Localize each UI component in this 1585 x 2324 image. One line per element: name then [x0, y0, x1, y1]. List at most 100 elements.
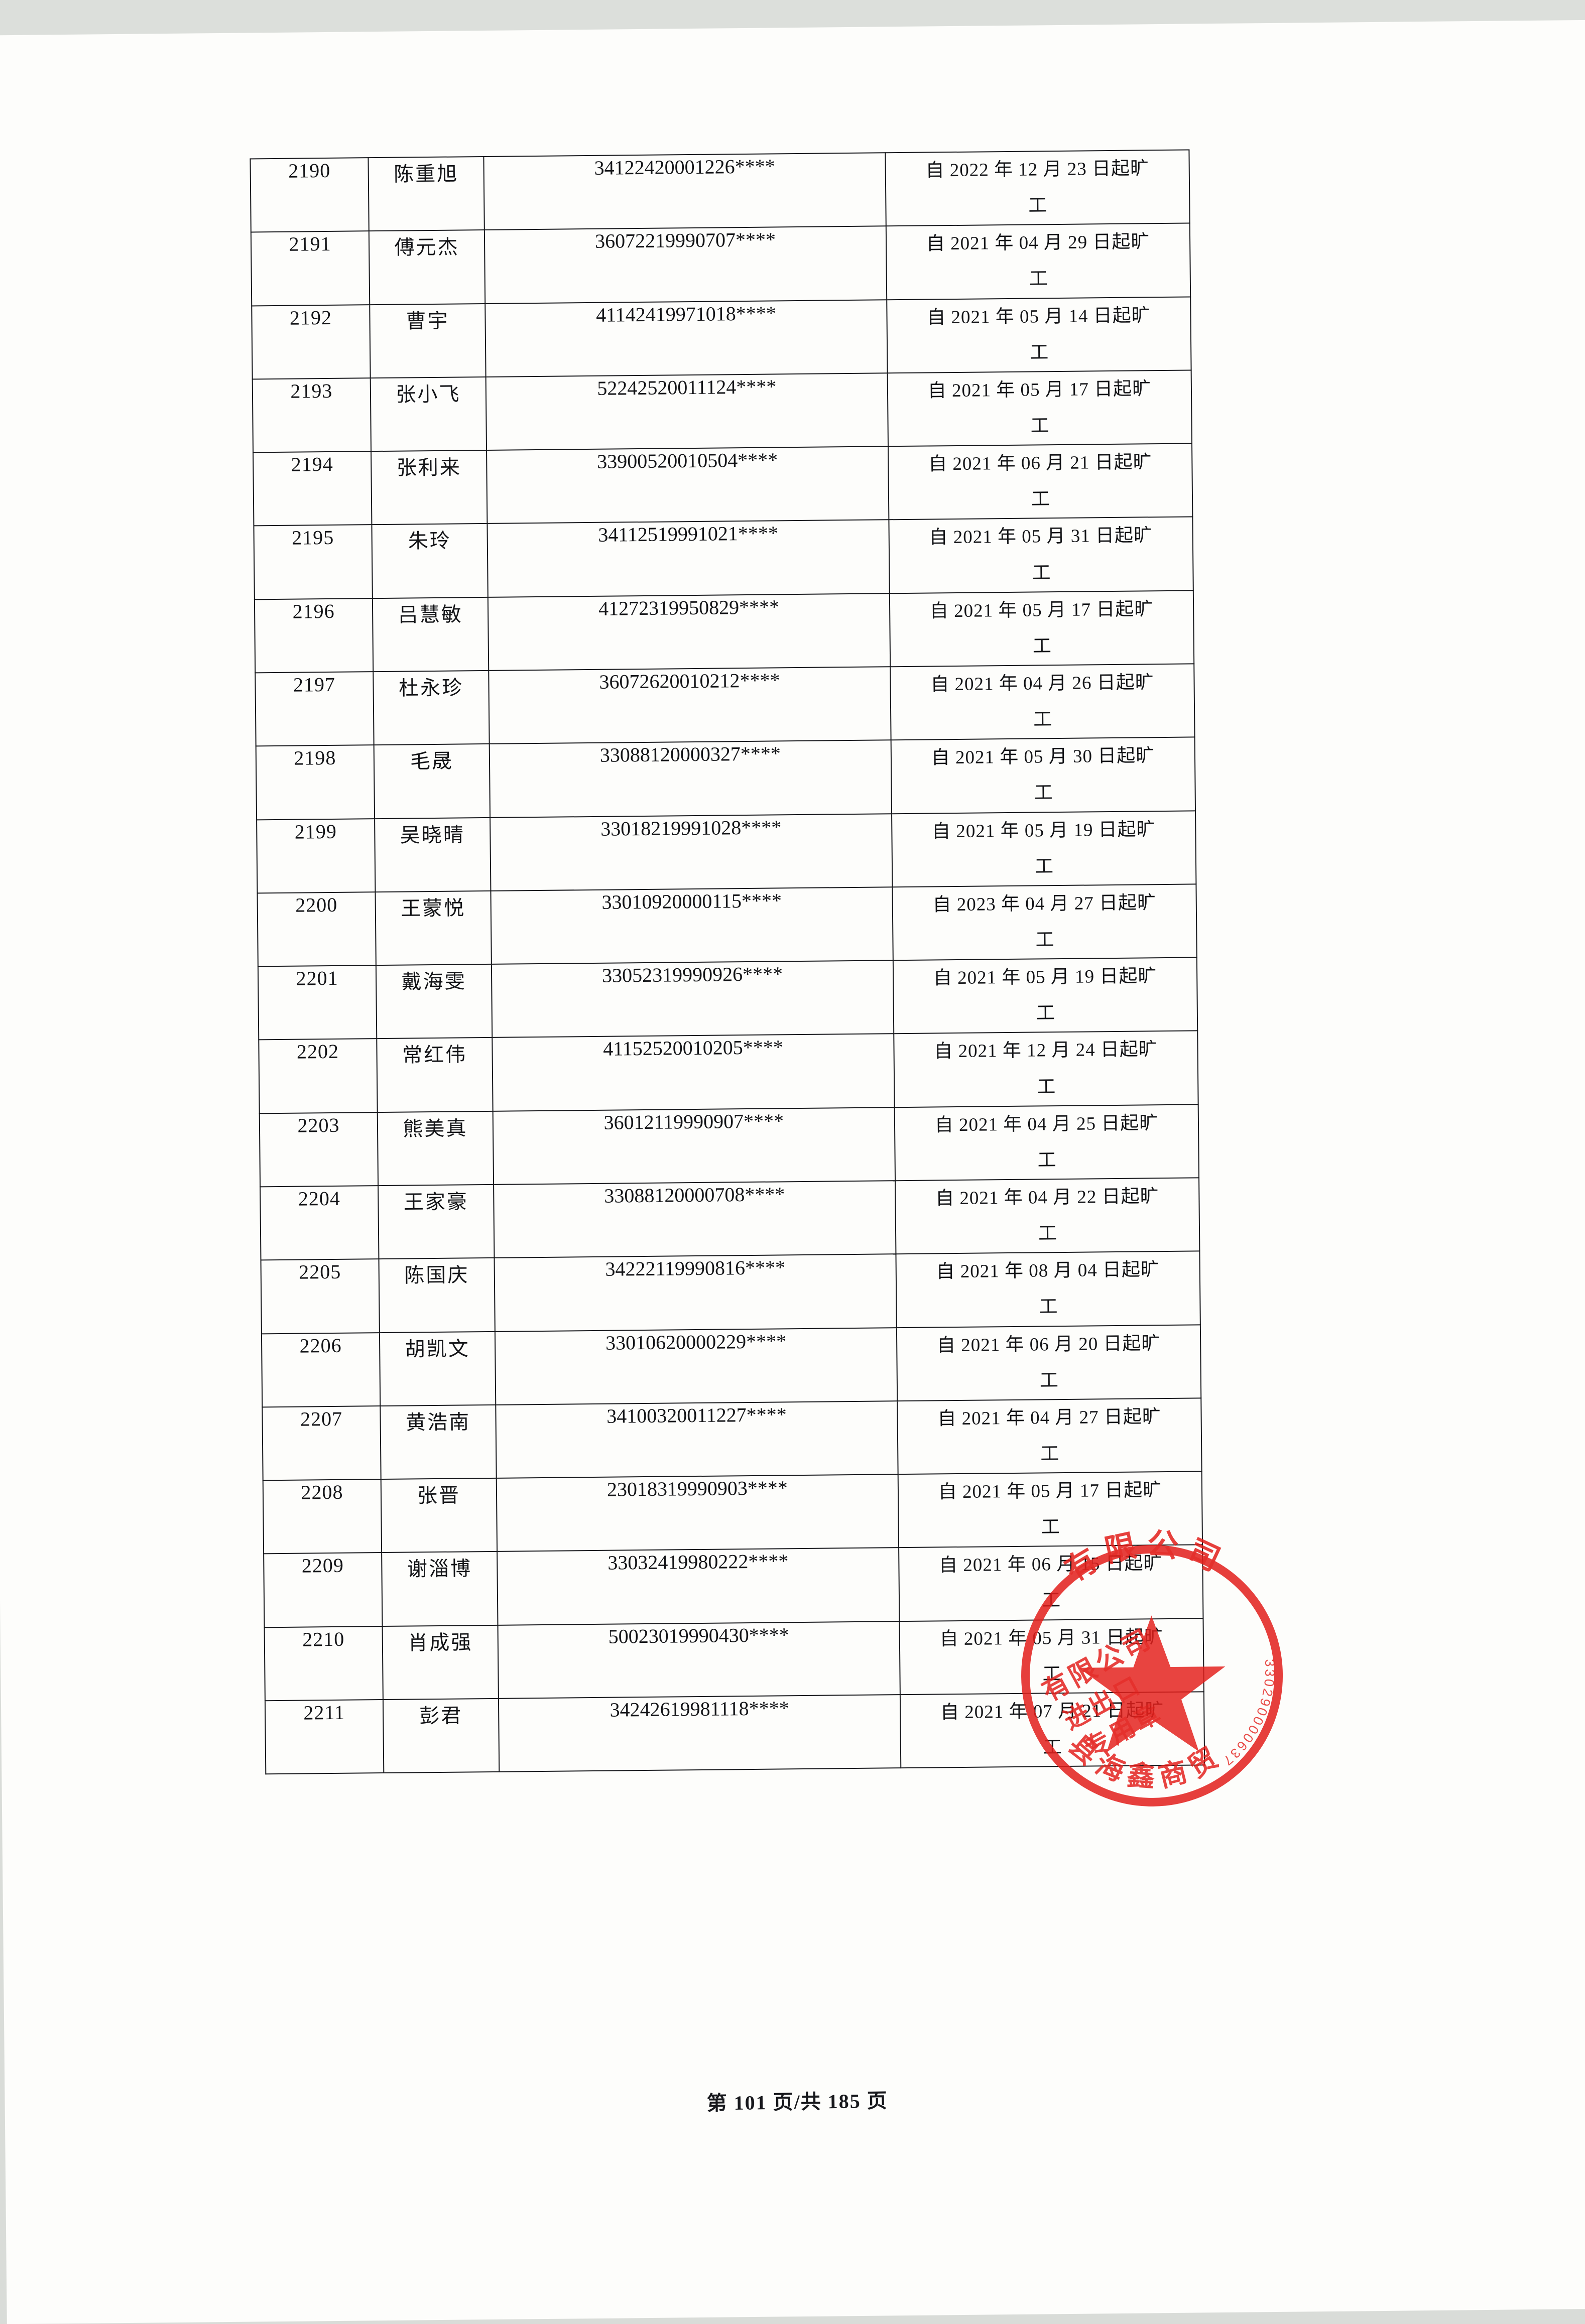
row-absence-date: 自 2021 年 05 月 17 日起旷工 [887, 370, 1192, 447]
absence-date-line1: 自 2021 年 05 月 17 日起旷 [927, 378, 1152, 402]
absence-date-line1: 自 2021 年 05 月 17 日起旷 [938, 1480, 1162, 1503]
absence-date-line2: 工 [1039, 1370, 1059, 1391]
row-sequence-number: 2191 [251, 231, 370, 306]
row-absence-date: 自 2021 年 05 月 17 日起旷工 [889, 590, 1194, 667]
row-sequence-number: 2194 [253, 451, 372, 526]
row-absence-date: 自 2021 年 07 月 21 日起旷工 [900, 1692, 1205, 1768]
row-id-number: 33010620000229**** [495, 1327, 898, 1405]
absence-date-line1: 自 2021 年 04 月 22 日起旷 [935, 1186, 1159, 1209]
row-sequence-number: 2190 [250, 158, 369, 232]
absence-date-line2: 工 [1033, 709, 1052, 730]
row-absence-date: 自 2021 年 05 月 31 日起旷工 [889, 517, 1193, 593]
row-id-number: 41152520010205**** [492, 1034, 895, 1111]
table-row: 2197 杜永珍 36072620010212**** 自 2021 年 04 月 2… [255, 664, 1195, 746]
row-absence-date: 自 2021 年 06 月 15 日起旷工 [899, 1544, 1203, 1621]
table-row: 2202 常红伟 41152520010205**** 自 2021 年 12 月 2… [259, 1030, 1198, 1114]
row-sequence-number: 2207 [262, 1405, 381, 1481]
row-id-number: 52242520011124**** [485, 373, 889, 451]
absence-date-line1: 自 2021 年 04 月 25 日起旷 [934, 1112, 1159, 1136]
roster-table: 2190 陈重旭 34122420001226**** 自 2022 年 12 月 2… [250, 149, 1205, 1774]
absence-date-line2: 工 [1041, 1517, 1060, 1538]
row-id-number: 33900520010504**** [486, 446, 889, 524]
row-absence-date: 自 2021 年 08 月 04 日起旷工 [896, 1251, 1200, 1328]
absence-date-line2: 工 [1035, 930, 1054, 951]
absence-date-line1: 自 2021 年 06 月 20 日起旷 [936, 1333, 1161, 1356]
absence-date-line1: 自 2021 年 05 月 30 日起旷 [931, 745, 1155, 768]
row-id-number: 34100320011227**** [496, 1400, 898, 1478]
row-person-name: 常红伟 [377, 1038, 493, 1112]
absence-date-line2: 工 [1029, 269, 1048, 290]
absence-date-line1: 自 2021 年 05 月 19 日起旷 [931, 819, 1156, 842]
table-row: 2195 朱玲 34112519991021**** 自 2021 年 05 月 31… [254, 517, 1193, 600]
row-sequence-number: 2197 [255, 672, 374, 746]
table-row: 2200 王蒙悦 33010920000115**** 自 2023 年 04 月 2… [257, 884, 1197, 967]
absence-date-line1: 自 2021 年 06 月 21 日起旷 [928, 452, 1152, 475]
row-id-number: 33088120000327**** [489, 740, 892, 818]
absence-date-line2: 工 [1028, 195, 1047, 216]
row-person-name: 王家豪 [378, 1184, 495, 1259]
absence-date-line2: 工 [1038, 1223, 1057, 1244]
row-sequence-number: 2201 [258, 965, 377, 1040]
row-absence-date: 自 2021 年 04 月 22 日起旷工 [895, 1178, 1200, 1254]
row-person-name: 张晋 [381, 1478, 498, 1553]
table-row: 2191 傅元杰 36072219990707**** 自 2021 年 04 月 2… [251, 223, 1191, 306]
row-id-number: 41272319950829**** [487, 593, 891, 671]
row-id-number: 50023019990430**** [498, 1621, 900, 1699]
row-absence-date: 自 2021 年 05 月 19 日起旷工 [892, 810, 1196, 887]
roster-table-container: 2190 陈重旭 34122420001226**** 自 2022 年 12 月 2… [250, 149, 1205, 1775]
table-row: 2206 胡凯文 33010620000229**** 自 2021 年 06 月 2… [261, 1324, 1201, 1407]
absence-date-line1: 自 2021 年 05 月 14 日起旷 [927, 305, 1151, 328]
row-absence-date: 自 2021 年 05 月 30 日起旷工 [891, 737, 1196, 814]
row-sequence-number: 2203 [259, 1112, 379, 1187]
row-id-number: 36012119990907**** [493, 1107, 896, 1185]
row-person-name: 吴晓晴 [375, 817, 491, 892]
row-sequence-number: 2209 [264, 1553, 383, 1627]
row-absence-date: 自 2021 年 05 月 31 日起旷工 [899, 1618, 1204, 1695]
table-row: 2198 毛晟 33088120000327**** 自 2021 年 05 月 30… [256, 737, 1196, 820]
absence-date-line2: 工 [1031, 489, 1050, 510]
absence-date-line1: 自 2021 年 12 月 24 日起旷 [934, 1039, 1158, 1062]
row-absence-date: 自 2021 年 04 月 29 日起旷工 [886, 223, 1191, 300]
absence-date-line2: 工 [1032, 562, 1051, 584]
row-id-number: 34242619981118**** [498, 1695, 901, 1772]
absence-date-line1: 自 2021 年 07 月 21 日起旷 [940, 1700, 1164, 1723]
absence-date-line1: 自 2021 年 05 月 31 日起旷 [939, 1626, 1164, 1650]
row-person-name: 谢淄博 [382, 1552, 498, 1626]
row-absence-date: 自 2021 年 05 月 17 日起旷工 [898, 1471, 1203, 1548]
row-person-name: 吕慧敏 [372, 597, 489, 672]
row-absence-date: 自 2021 年 06 月 20 日起旷工 [896, 1324, 1201, 1401]
row-person-name: 肖成强 [382, 1625, 499, 1700]
absence-date-line2: 工 [1032, 636, 1052, 657]
row-sequence-number: 2210 [264, 1626, 383, 1701]
absence-date-line1: 自 2021 年 04 月 27 日起旷 [937, 1406, 1162, 1430]
row-person-name: 戴海雯 [376, 964, 493, 1039]
row-sequence-number: 2192 [252, 304, 371, 379]
table-row: 2211 彭君 34242619981118**** 自 2021 年 07 月 21… [265, 1692, 1205, 1774]
absence-date-line1: 自 2021 年 05 月 19 日起旷 [933, 966, 1157, 989]
absence-date-line1: 自 2021 年 08 月 04 日起旷 [936, 1259, 1160, 1282]
absence-date-line2: 工 [1034, 783, 1053, 804]
row-id-number: 33010920000115**** [491, 887, 893, 964]
row-absence-date: 自 2023 年 04 月 27 日起旷工 [892, 884, 1197, 961]
row-sequence-number: 2208 [263, 1479, 382, 1554]
row-sequence-number: 2206 [261, 1332, 381, 1407]
absence-date-line2: 工 [1039, 1297, 1058, 1318]
row-person-name: 毛晟 [374, 744, 491, 819]
row-person-name: 黄浩南 [380, 1404, 497, 1480]
row-id-number: 23018319990903**** [496, 1474, 899, 1552]
row-absence-date: 自 2021 年 06 月 21 日起旷工 [888, 443, 1193, 520]
table-row: 2193 张小飞 52242520011124**** 自 2021 年 05 月 1… [252, 370, 1192, 453]
absence-date-line2: 工 [1030, 342, 1049, 363]
row-person-name: 杜永珍 [373, 670, 490, 745]
absence-date-line2: 工 [1034, 856, 1054, 877]
absence-date-line2: 工 [1040, 1444, 1059, 1465]
row-sequence-number: 2196 [254, 598, 374, 673]
row-person-name: 彭君 [383, 1698, 500, 1773]
row-id-number: 34122420001226**** [483, 153, 886, 230]
row-person-name: 王蒙悦 [375, 890, 492, 966]
row-id-number: 41142419971018**** [485, 299, 888, 377]
table-row: 2196 吕慧敏 41272319950829**** 自 2021 年 05 月 1… [254, 590, 1194, 673]
table-row: 2201 戴海雯 33052319990926**** 自 2021 年 05 月 1… [258, 957, 1198, 1040]
row-person-name: 陈国庆 [379, 1258, 495, 1333]
row-id-number: 33088120000708**** [494, 1181, 896, 1258]
